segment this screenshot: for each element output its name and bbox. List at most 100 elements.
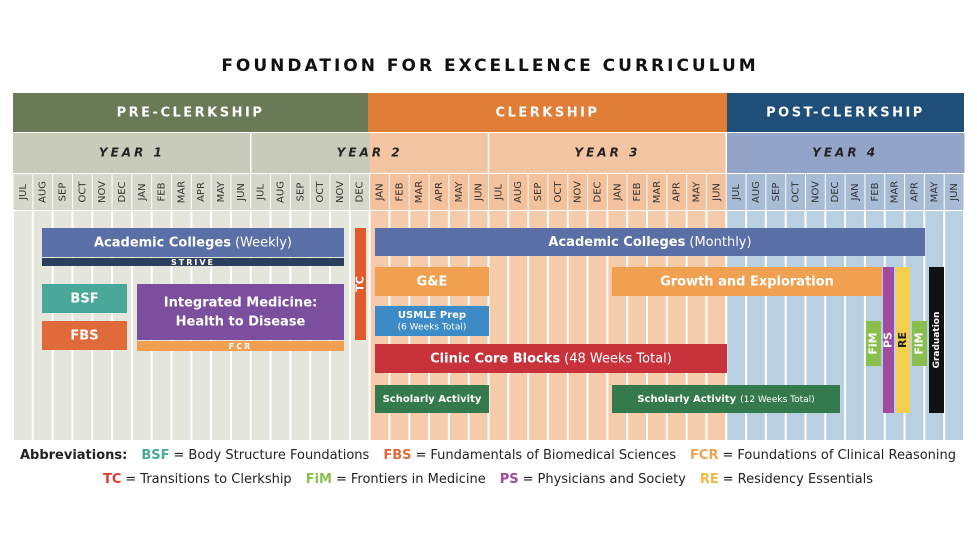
bar-text: Growth and Exploration: [660, 274, 834, 289]
month-label: APR: [434, 182, 445, 202]
year-cell: [448, 133, 470, 173]
year-cell: [904, 133, 925, 173]
month-cell: [72, 174, 92, 210]
year-cell: [825, 133, 846, 173]
month-label: JAN: [850, 183, 861, 201]
bar-label: Clinic Core Blocks: [430, 351, 560, 366]
year-cell: [330, 133, 351, 173]
month-label: FEB: [394, 182, 405, 201]
month-label: FEB: [157, 182, 168, 201]
body-column: [588, 211, 607, 440]
month-cell: [865, 174, 885, 210]
bar-text: BSF: [70, 291, 98, 306]
month-label: MAY: [454, 181, 465, 203]
bar: [42, 321, 127, 350]
bar-text: Clinic Core Blocks (48 Weeks Total): [430, 351, 672, 366]
year-cell: [587, 133, 608, 173]
month-cell: [132, 174, 152, 210]
month-label: SEP: [533, 183, 544, 202]
year-cell: [746, 133, 767, 173]
bar-text: Scholarly Activity: [383, 394, 482, 405]
year-cell: [369, 133, 390, 173]
month-label: JUL: [493, 184, 504, 201]
bar: [42, 284, 127, 313]
month-label: NOV: [810, 181, 821, 203]
month-label: MAR: [890, 181, 901, 203]
abbreviation: PS: [500, 472, 519, 487]
bar: [912, 321, 927, 366]
month-label: MAY: [929, 181, 940, 203]
bar-note: (Weekly): [235, 235, 292, 250]
month-label: JAN: [612, 183, 623, 201]
abbreviation-meaning: Residency Essentials: [738, 472, 874, 487]
bar-text: Scholarly Activity (12 Weeks Total): [637, 394, 814, 405]
month-label: SEP: [295, 183, 306, 202]
bar-text: Academic Colleges (Monthly): [548, 235, 751, 250]
month-cell: [389, 174, 409, 210]
year-cell: [864, 133, 886, 173]
month-label: JAN: [137, 183, 148, 201]
year-cell: [567, 133, 589, 173]
bar: [355, 228, 366, 340]
month-label: NOV: [97, 181, 108, 203]
bar: [612, 385, 840, 413]
year-cell: [805, 133, 826, 173]
month-cell: [449, 174, 469, 210]
month-cell: [251, 174, 271, 210]
year-cell: [211, 133, 232, 173]
month-label: DEC: [355, 181, 366, 202]
year-label: YEAR 1: [99, 146, 165, 160]
year-label: YEAR 4: [812, 146, 878, 160]
month-label: JUL: [731, 184, 742, 201]
month-label: MAR: [652, 181, 663, 203]
bar-label: FBS: [70, 328, 98, 343]
month-cell: [508, 174, 528, 210]
bar: [883, 267, 894, 413]
month-cell: [687, 174, 706, 210]
bar-label: Growth and Exploration: [660, 274, 834, 289]
bar-note: (Monthly): [689, 235, 751, 250]
year-cell: [52, 133, 73, 173]
year-cell: [765, 133, 787, 173]
month-label: APR: [909, 182, 920, 202]
month-label: JUN: [711, 183, 722, 202]
month-cell: [588, 174, 607, 210]
year-cell: [785, 133, 806, 173]
abbreviation: FiM: [306, 472, 332, 487]
month-label: JUN: [236, 183, 247, 202]
bar: [375, 267, 489, 296]
month-label: FEB: [632, 182, 643, 201]
month-cell: [231, 174, 251, 210]
month-cell: [469, 174, 488, 210]
bar: [375, 228, 925, 256]
body-column: [489, 211, 508, 440]
phase-header: [727, 93, 964, 132]
bar-label: PS: [882, 332, 895, 348]
month-cell: [191, 174, 211, 210]
month-label: AUG: [751, 181, 762, 203]
abbreviation-line: TC = Transitions to Clerkship FiM = Frontiers…: [103, 472, 873, 487]
bar-label: FiM: [913, 332, 926, 354]
month-label: AUG: [38, 181, 49, 203]
month-cell: [806, 174, 825, 210]
bar-label: USMLE Prep: [398, 310, 466, 321]
month-cell: [310, 174, 330, 210]
month-cell: [905, 174, 924, 210]
month-label: APR: [672, 182, 683, 202]
month-cell: [429, 174, 449, 210]
bar-label: Academic Colleges: [94, 235, 231, 250]
month-label: NOV: [573, 181, 584, 203]
body-column: [14, 211, 32, 440]
month-cell: [548, 174, 568, 210]
year-cell: [944, 133, 965, 173]
month-cell: [330, 174, 350, 210]
year-cell: [32, 133, 54, 173]
year-cell: [349, 133, 371, 173]
month-label: MAY: [692, 181, 703, 203]
body-column: [509, 211, 528, 440]
title: FOUNDATION FOR EXCELLENCE CURRICULUM: [221, 56, 758, 76]
month-label: OCT: [315, 181, 326, 203]
phase-label: POST-CLERKSHIP: [766, 106, 925, 121]
